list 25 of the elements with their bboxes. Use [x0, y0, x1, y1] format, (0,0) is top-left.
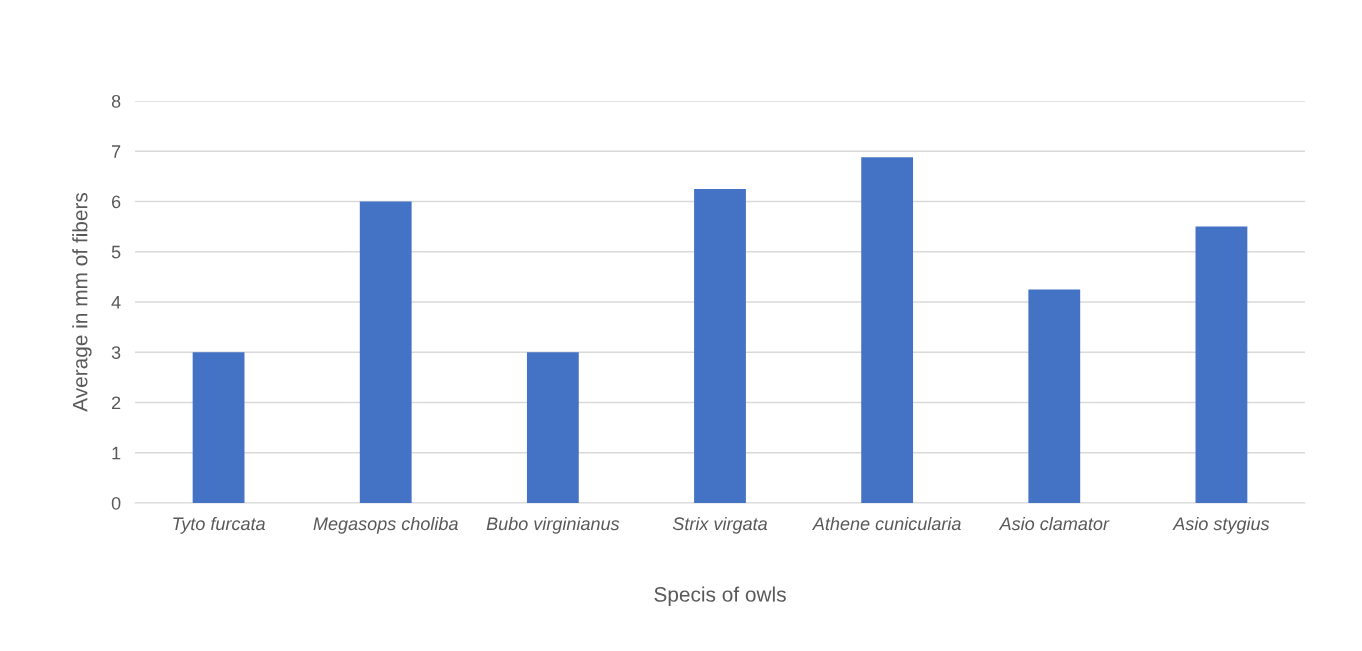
x-axis-title: Specis of owls	[654, 586, 786, 606]
bar	[694, 188, 746, 503]
bar	[192, 352, 245, 503]
y-tick-label: 4	[111, 296, 121, 309]
bar	[359, 201, 412, 503]
bar	[1028, 289, 1081, 503]
y-tick-label: 0	[111, 496, 121, 510]
y-tick-label: 2	[111, 396, 121, 410]
bar	[861, 157, 914, 503]
y-tick-label: 1	[112, 446, 121, 460]
x-tick-label: Megasops choliba	[313, 516, 458, 534]
bar	[526, 352, 579, 503]
x-tick-label: Asio clamator	[998, 516, 1110, 531]
y-tick-label: 3	[111, 346, 121, 359]
y-tick-label: 6	[111, 195, 121, 209]
y-tick-label: 8	[111, 94, 121, 108]
y-tick-label: 5	[111, 245, 121, 259]
x-tick-label: Athene cunicularia	[811, 516, 961, 531]
y-tick-label: 7	[112, 145, 121, 158]
bar	[1195, 226, 1248, 503]
x-tick-label: Strix virgata	[672, 516, 768, 534]
x-tick-label: Bubo virginianus	[486, 516, 620, 534]
x-tick-label: Tyto furcata	[173, 516, 265, 534]
y-axis-title: Average in mm of fibers	[72, 192, 92, 412]
x-tick-label: Asio stygius	[1172, 516, 1270, 534]
